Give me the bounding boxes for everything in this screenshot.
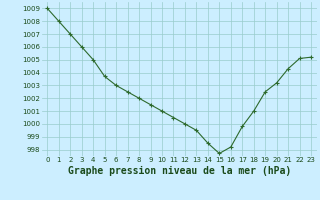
X-axis label: Graphe pression niveau de la mer (hPa): Graphe pression niveau de la mer (hPa) xyxy=(68,166,291,176)
